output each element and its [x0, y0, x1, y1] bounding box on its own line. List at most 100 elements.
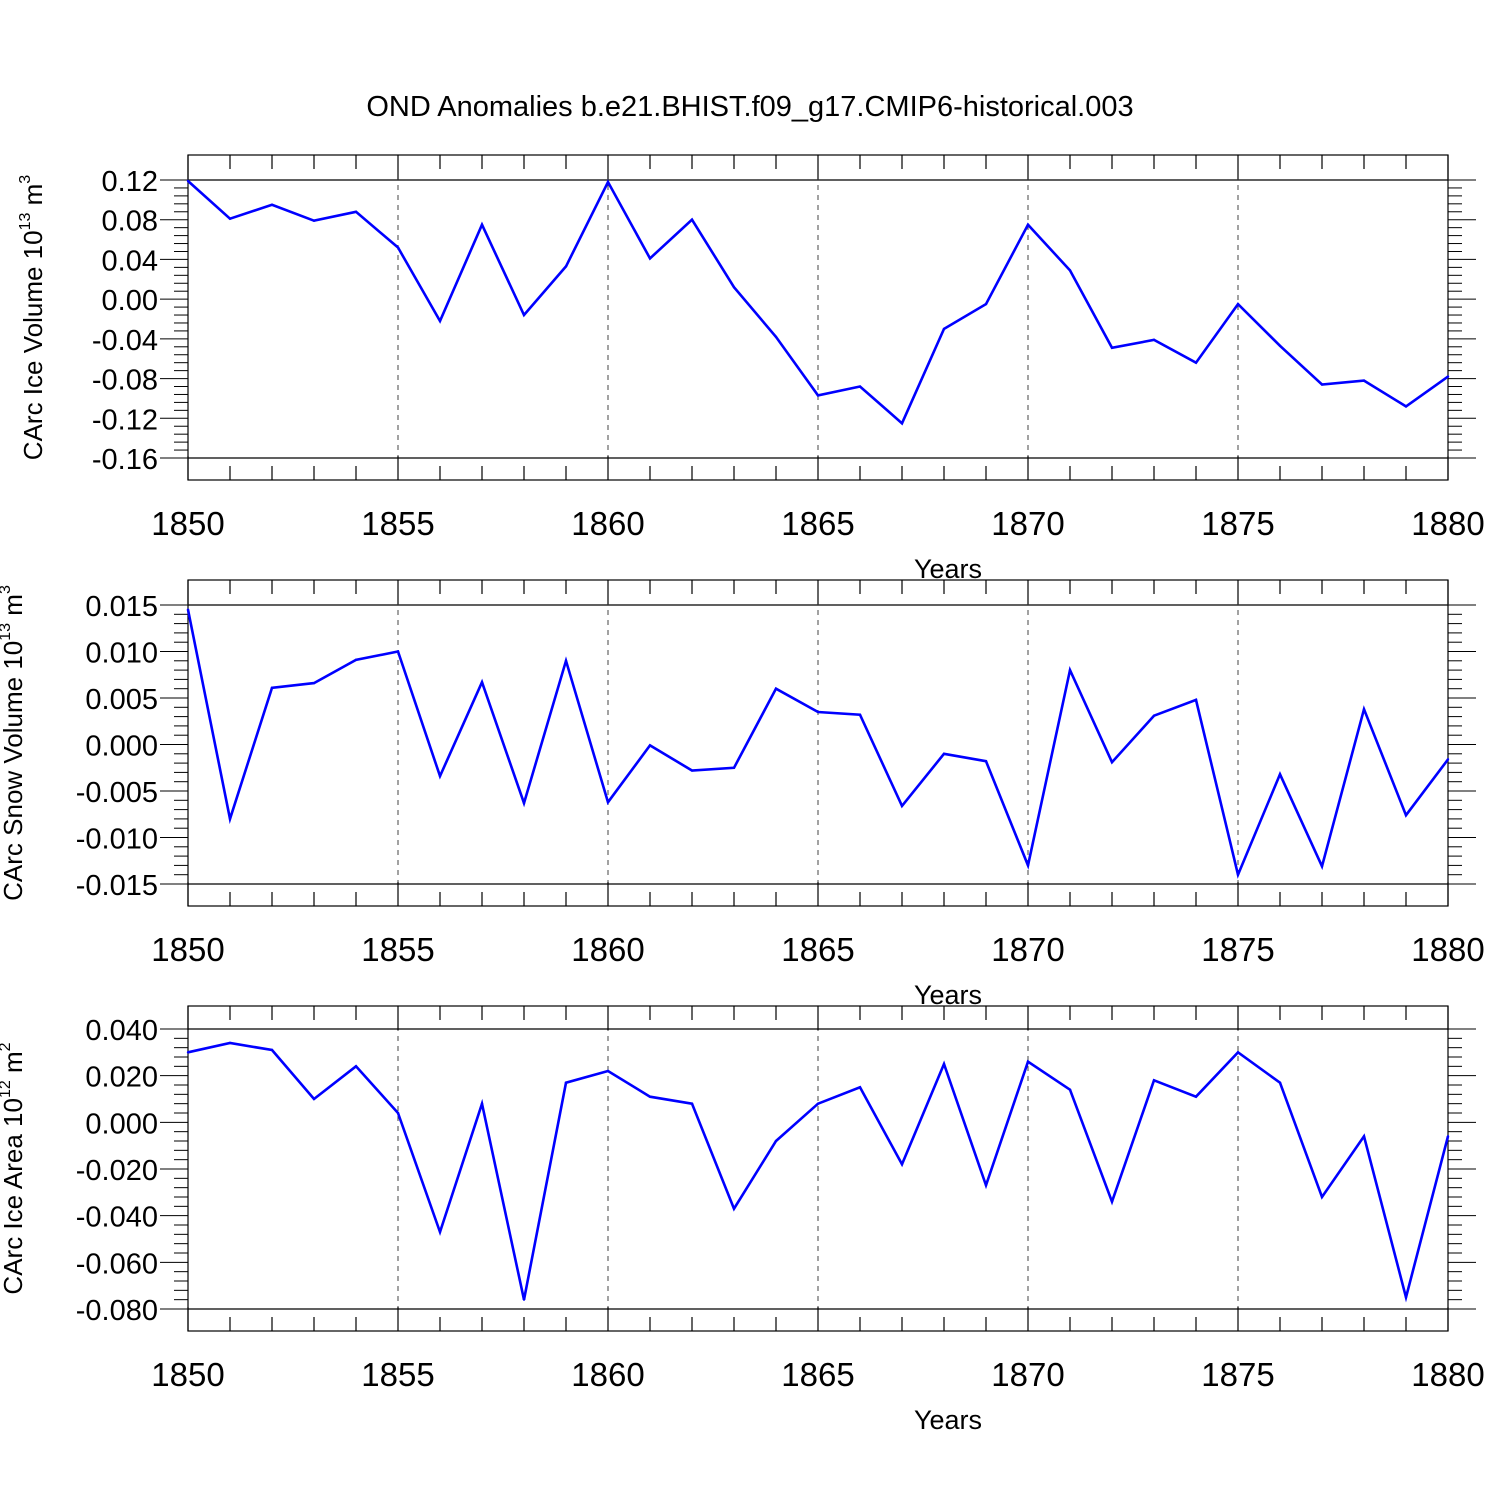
x-tick-label: 1875 [1201, 505, 1274, 542]
data-point [1236, 873, 1240, 876]
data-point [396, 1111, 400, 1115]
data-point [1446, 1135, 1450, 1138]
data-point [1068, 269, 1072, 272]
data-point [438, 1230, 442, 1234]
y-tick-label: 0.08 [102, 206, 158, 238]
data-point [942, 752, 946, 755]
x-axis-label: Years [914, 1405, 982, 1435]
y-axis-label-part: 12 [0, 1080, 14, 1098]
data-point [564, 265, 568, 268]
y-tick-label: 0.000 [85, 1108, 158, 1140]
data-point [1320, 1195, 1324, 1199]
x-tick-label: 1865 [781, 1356, 854, 1393]
x-axis-label: Years [914, 980, 982, 1010]
data-point [690, 1102, 694, 1105]
data-point [648, 257, 652, 260]
data-point [816, 710, 820, 714]
data-point [690, 769, 694, 772]
data-point [1404, 405, 1408, 408]
data-point [1236, 302, 1240, 306]
y-axis-label-part: CArc Ice Volume 10 [18, 230, 48, 460]
data-point [942, 327, 946, 331]
data-point [816, 1102, 820, 1105]
y-axis-label-part: CArc Ice Area 10 [0, 1098, 28, 1295]
data-point [1110, 760, 1114, 764]
y-axis-label-part: 3 [17, 175, 34, 184]
data-point [774, 687, 778, 690]
data-point [816, 394, 820, 397]
data-point [648, 1095, 652, 1098]
x-tick-label: 1855 [361, 931, 434, 968]
y-axis-label-part: m [18, 184, 48, 213]
data-point [1068, 668, 1072, 672]
data-point [480, 680, 484, 684]
data-point [732, 1207, 736, 1210]
data-point [1362, 707, 1366, 711]
y-tick-label: 0.04 [102, 245, 158, 277]
x-tick-label: 1875 [1201, 931, 1274, 968]
y-tick-label: 0.020 [85, 1062, 158, 1094]
x-tick-label: 1880 [1411, 1356, 1484, 1393]
data-point [522, 313, 526, 317]
y-axis-label-part: 13 [17, 213, 34, 231]
y-axis-label-part: m [0, 1051, 28, 1080]
y-axis-label: CArc Snow Volume 1013 m3 [0, 585, 28, 901]
data-point [774, 335, 778, 339]
panel-3: 0.040 0.020 0.000 -0.020 -0.040 -0.060 -0.080 1… [0, 1005, 1485, 1435]
data-point [900, 804, 904, 808]
x-tick-label: 1850 [151, 505, 224, 542]
y-tick-label: 0.12 [102, 166, 158, 198]
x-axis-label: Years [914, 554, 982, 584]
y-axis-label-part: 13 [0, 623, 14, 641]
data-point [1068, 1088, 1072, 1091]
x-tick-label: 1870 [991, 1356, 1064, 1393]
data-point [984, 1184, 988, 1187]
y-tick-label: 0.000 [85, 731, 158, 763]
data-point [648, 744, 652, 747]
y-axis-label-part: m [0, 594, 28, 623]
data-point [228, 1041, 232, 1045]
data-point [1026, 1060, 1030, 1063]
data-point [1110, 1200, 1114, 1203]
data-point [1320, 383, 1324, 386]
data-point [858, 385, 862, 388]
data-point [984, 760, 988, 763]
data-point [774, 1139, 778, 1143]
figure-title: OND Anomalies b.e21.BHIST.f09_g17.CMIP6-… [366, 91, 1133, 123]
data-point [438, 774, 442, 778]
data-point [186, 1051, 190, 1054]
data-point [270, 1048, 274, 1052]
data-point [858, 713, 862, 716]
x-tick-label: 1860 [571, 931, 644, 968]
data-point [1194, 361, 1198, 364]
data-point [312, 219, 316, 222]
y-tick-label: 0.010 [85, 638, 158, 670]
data-point [732, 766, 736, 769]
x-tick-label: 1880 [1411, 931, 1484, 968]
x-tick-label: 1860 [571, 505, 644, 542]
data-point [564, 659, 568, 662]
series-line [187, 1041, 1450, 1303]
data-point [1026, 864, 1030, 867]
data-point [858, 1086, 862, 1089]
data-point [270, 686, 274, 689]
y-tick-label: -0.16 [92, 444, 158, 476]
data-point [228, 217, 232, 220]
data-point [900, 422, 904, 425]
data-point [354, 1065, 358, 1068]
data-point [186, 179, 190, 183]
data-point [690, 218, 694, 221]
y-tick-label: 0.040 [85, 1015, 158, 1047]
data-point [186, 608, 190, 611]
x-tick-label: 1850 [151, 931, 224, 968]
x-tick-label: 1870 [991, 931, 1064, 968]
data-point [312, 1097, 316, 1101]
x-tick-label: 1850 [151, 1356, 224, 1393]
y-tick-label: -0.12 [92, 404, 158, 436]
y-tick-label: 0.015 [85, 591, 158, 623]
y-axis-label-part: 3 [0, 585, 14, 594]
x-tick-label: 1875 [1201, 1356, 1274, 1393]
data-point [1278, 1081, 1282, 1084]
data-point [564, 1081, 568, 1084]
